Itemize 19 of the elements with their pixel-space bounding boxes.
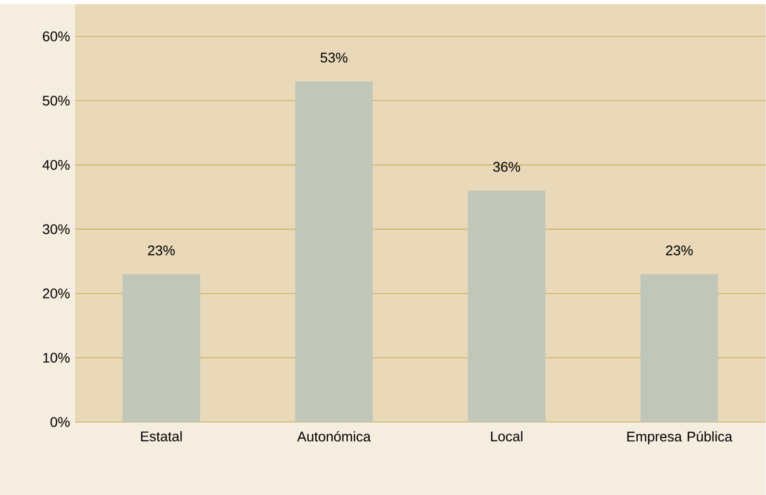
bar [640, 274, 718, 422]
x-tick-label: Local [491, 431, 522, 442]
y-tick-label: 20% [42, 288, 70, 298]
x-tick-label: Empresa Pública [627, 431, 732, 444]
bar [468, 190, 546, 422]
y-tick-label: 40% [42, 160, 70, 170]
data-label: 23% [666, 245, 693, 256]
y-tick-label: 0% [50, 417, 70, 427]
y-tick-label: 10% [43, 352, 70, 363]
x-tick-label: Autonómica [297, 431, 371, 442]
y-tick-label: 30% [42, 224, 70, 234]
y-tick-label: 60% [42, 31, 70, 42]
y-tick-label: 50% [42, 96, 70, 106]
bar [295, 81, 373, 422]
data-label: 23% [148, 245, 175, 256]
x-tick-label: Estatal [141, 431, 182, 442]
data-label: 36% [493, 162, 520, 172]
data-label: 53% [320, 52, 348, 63]
bar [122, 274, 200, 422]
